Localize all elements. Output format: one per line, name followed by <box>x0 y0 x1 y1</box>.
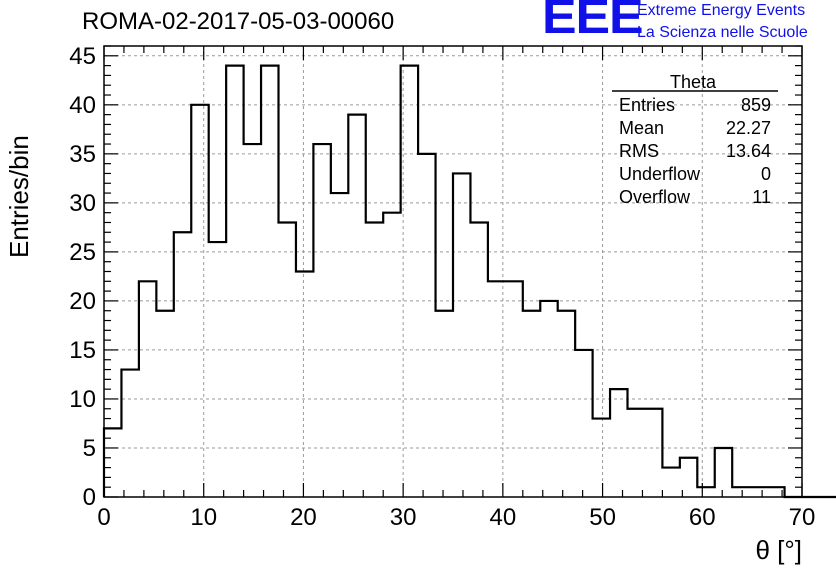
histogram-bin <box>261 66 278 497</box>
histogram-bin <box>610 389 627 497</box>
stats-value: 859 <box>741 95 771 115</box>
histogram-bin <box>436 311 453 497</box>
y-tick-label: 35 <box>69 141 96 168</box>
x-tick-label: 40 <box>490 504 517 531</box>
stats-label: Entries <box>619 95 675 115</box>
y-tick-label: 15 <box>69 337 96 364</box>
y-tick-label: 40 <box>69 92 96 119</box>
x-tick-label: 60 <box>689 504 716 531</box>
histogram-bin <box>156 311 173 497</box>
histogram-bin <box>348 115 365 497</box>
histogram-bin <box>628 409 645 497</box>
y-tick-label: 0 <box>83 484 96 511</box>
x-tick-label: 70 <box>789 504 816 531</box>
histogram-bin <box>470 222 487 497</box>
histogram-bin <box>121 370 138 497</box>
histogram-bin <box>209 242 226 497</box>
stats-title: Theta <box>670 72 717 92</box>
x-tick-label: 20 <box>290 504 317 531</box>
histogram-bin <box>383 213 400 497</box>
histogram-bin <box>313 144 330 497</box>
histogram-bin <box>715 448 732 497</box>
histogram-outline <box>102 64 836 499</box>
histogram-bin <box>523 311 540 497</box>
y-tick-label: 25 <box>69 239 96 266</box>
histogram-bin <box>139 281 156 497</box>
histogram-bin <box>505 281 522 497</box>
stats-label: Underflow <box>619 164 701 184</box>
x-axis-label: θ [°] <box>755 535 802 565</box>
y-tick-label: 20 <box>69 288 96 315</box>
histogram-bin <box>750 487 767 497</box>
stats-value: 11 <box>752 187 771 207</box>
histogram-bin <box>296 272 313 498</box>
histogram-bin <box>279 222 296 497</box>
histogram-bin <box>645 409 662 497</box>
chart-title: ROMA-02-2017-05-03-00060 <box>82 8 395 35</box>
y-tick-label: 10 <box>69 386 96 413</box>
y-tick-label: 45 <box>69 43 96 70</box>
stats-value: 13.64 <box>726 141 771 161</box>
histogram-bin <box>662 468 679 497</box>
histogram-bin <box>575 350 592 497</box>
histogram-bin <box>593 419 610 497</box>
histogram-bin <box>453 173 470 497</box>
logo-line-1: Extreme Energy Events <box>637 2 806 19</box>
histogram-bin <box>366 222 383 497</box>
histogram-bin <box>558 311 575 497</box>
y-tick-label: 5 <box>83 435 96 462</box>
y-tick-label: 30 <box>69 190 96 217</box>
histogram-bin <box>331 193 348 497</box>
histogram-bin <box>697 487 714 497</box>
x-tick-label: 10 <box>190 504 217 531</box>
logo-line-2: La Scienza nelle Scuole <box>637 24 808 41</box>
x-tick-label: 50 <box>589 504 616 531</box>
x-tick-label: 0 <box>97 504 110 531</box>
histogram-bin <box>226 66 243 497</box>
histogram-bin <box>732 487 749 497</box>
stats-label: RMS <box>619 141 659 161</box>
x-tick-label: 30 <box>390 504 417 531</box>
stats-value: 0 <box>761 164 771 184</box>
stats-label: Overflow <box>619 187 691 207</box>
histogram-bin <box>174 232 191 497</box>
histogram-bin <box>418 154 435 497</box>
stats-value: 22.27 <box>726 118 771 138</box>
histogram-bin <box>244 144 261 497</box>
logo-mark: EEE <box>542 0 644 44</box>
stats-label: Mean <box>619 118 664 138</box>
